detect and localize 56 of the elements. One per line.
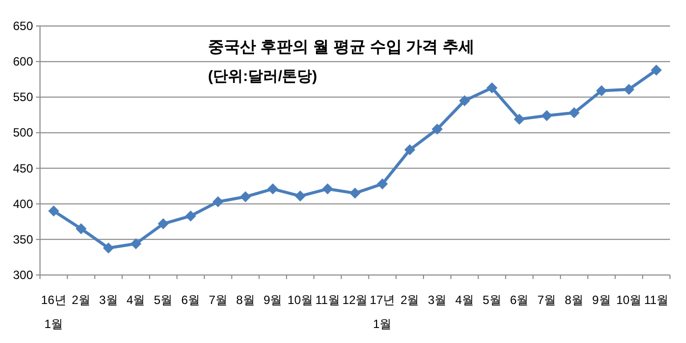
x-tick-label: 3월: [99, 293, 118, 307]
x-tick-label: 2월: [72, 293, 90, 307]
x-tick-label: 16년 1월: [41, 293, 66, 331]
y-tick-label: 450: [12, 161, 34, 176]
y-tick-label: 300: [12, 268, 34, 282]
x-tick-label: 10월: [616, 293, 642, 307]
y-tick-label: 550: [12, 90, 34, 104]
point: [185, 210, 196, 222]
y-tick-label: 600: [12, 54, 34, 69]
x-tick-label: 7월: [208, 293, 228, 307]
point: [48, 205, 60, 216]
x-tick-label: 4월: [455, 293, 474, 307]
point: [212, 196, 224, 208]
y-tick-label: 350: [12, 232, 34, 246]
x-tick-label: 11월: [644, 293, 669, 307]
x-tick-label: 8월: [564, 293, 584, 307]
point: [158, 218, 169, 230]
point: [294, 190, 306, 202]
x-tick-label: 11월: [315, 293, 340, 307]
y-tick-label: 400: [12, 196, 34, 211]
x-tick-label: 9월: [592, 293, 611, 307]
point: [130, 238, 142, 250]
point: [514, 114, 525, 125]
y-tick-label: 500: [12, 126, 34, 140]
x-tick-label: 10월: [288, 293, 313, 307]
point: [240, 191, 251, 202]
point: [102, 242, 114, 254]
point: [650, 64, 662, 76]
point: [541, 110, 552, 122]
point: [376, 178, 388, 190]
y-tick-label: 650: [12, 19, 34, 33]
text: 중국산 후판의 월 평균 수입 가격 추세: [208, 39, 475, 56]
point: [404, 144, 416, 156]
x-tick-label: 5월: [154, 293, 173, 307]
point: [350, 188, 360, 199]
point: [76, 223, 87, 234]
x-tick-label: 4월: [126, 293, 146, 307]
x-tick-label: 9월: [263, 293, 282, 307]
x-tick-label: 8월: [236, 293, 255, 307]
point: [623, 84, 634, 95]
point: [568, 107, 580, 118]
x-tick-label: 7월: [537, 293, 556, 307]
point: [486, 82, 498, 94]
x-tick-label: 5월: [482, 293, 502, 307]
point: [267, 183, 278, 194]
point: [596, 85, 608, 96]
x-tick-label: 6월: [510, 293, 529, 307]
x-tick-label: 2월: [400, 293, 420, 307]
point: [432, 124, 443, 135]
point: [322, 183, 334, 194]
x-tick-label: 3월: [428, 293, 447, 307]
x-tick-label: 6월: [181, 293, 200, 307]
x-tick-label: 12월: [342, 293, 368, 307]
point: [459, 95, 470, 106]
text: (단위:달러/톤당): [208, 68, 318, 85]
x-tick-label: 17년 1월: [370, 293, 396, 331]
